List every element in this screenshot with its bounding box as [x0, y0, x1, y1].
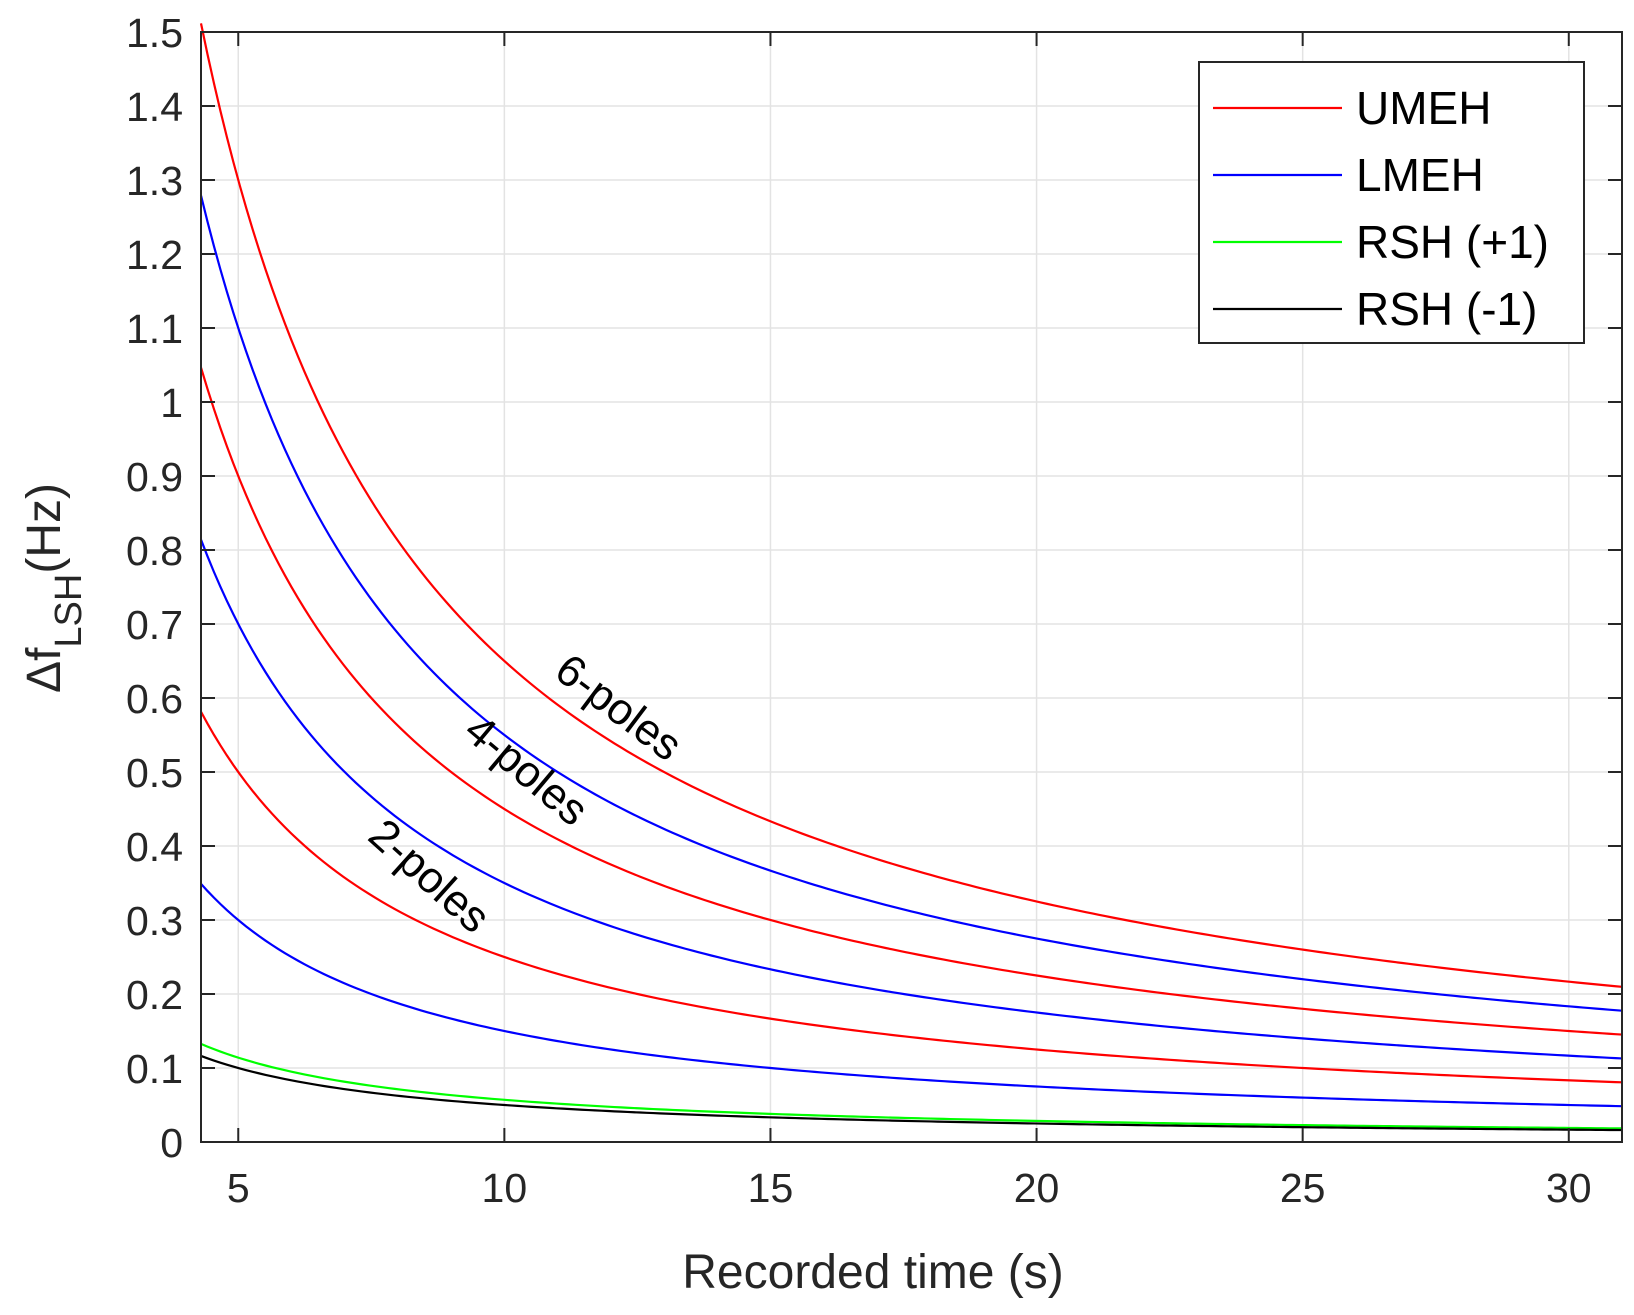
y-tick-label-6: 0.6 — [126, 676, 183, 722]
y-tick-label-4: 0.4 — [126, 824, 183, 870]
legend-label-2: RSH (+1) — [1356, 216, 1549, 268]
annotation-label-0: 6-poles — [546, 645, 691, 771]
series-line-umeh-4 — [200, 711, 1623, 1084]
y-tick-label-2: 0.2 — [126, 972, 183, 1018]
annotation-label-1: 4-poles — [455, 705, 597, 835]
series-line-lmeh-1 — [199, 195, 1623, 1012]
y-axis-title: ΔfLSH(Hz) — [18, 483, 90, 693]
y-tick-label-0: 0 — [160, 1120, 183, 1166]
x-tick-label-5: 30 — [1546, 1165, 1592, 1211]
y-tick-label-15: 1.5 — [126, 10, 183, 56]
series-lines — [199, 23, 1623, 1132]
y-axis-ticks: 0 0.1 0.2 0.3 0.4 0.5 0.6 0.7 0.8 0.9 1 1.1 1.2 1.3 1.… — [126, 10, 1622, 1166]
x-tick-label-3: 20 — [1014, 1165, 1060, 1211]
y-tick-label-9: 0.9 — [126, 454, 183, 500]
series-line-lmeh-3 — [199, 539, 1623, 1060]
y-tick-label-14: 1.4 — [126, 84, 183, 130]
y-tick-label-10: 1 — [160, 380, 183, 426]
y-tick-label-11: 1.1 — [126, 306, 183, 352]
x-tick-label-1: 10 — [482, 1165, 528, 1211]
series-line-lmeh-5 — [200, 883, 1623, 1108]
x-axis-ticks: 5 10 15 20 25 30 — [227, 32, 1592, 1211]
legend-label-0: UMEH — [1356, 82, 1491, 134]
y-tick-label-12: 1.2 — [126, 232, 183, 278]
y-tick-label-1: 0.1 — [126, 1046, 183, 1092]
y-tick-label-8: 0.8 — [126, 528, 183, 574]
series-line-umeh-2 — [199, 367, 1623, 1036]
y-axis-title-sub: LSH — [48, 574, 90, 648]
legend-label-1: LMEH — [1356, 149, 1484, 201]
y-tick-label-5: 0.5 — [126, 750, 183, 796]
series-line-rsh-1--6 — [200, 1042, 1623, 1130]
plot-frame — [200, 31, 1623, 1143]
x-tick-label-4: 25 — [1280, 1165, 1326, 1211]
x-tick-label-0: 5 — [227, 1165, 250, 1211]
legend-label-3: RSH (-1) — [1356, 283, 1537, 335]
y-tick-label-13: 1.3 — [126, 158, 183, 204]
legend: UMEH LMEH RSH (+1) RSH (-1) — [1198, 61, 1585, 344]
y-tick-label-3: 0.3 — [126, 898, 183, 944]
y-axis-title-main: Δf — [18, 647, 71, 693]
y-tick-label-7: 0.7 — [126, 602, 183, 648]
series-line-rsh-1--7 — [200, 1054, 1623, 1132]
x-tick-label-2: 15 — [748, 1165, 794, 1211]
annotation-label-2: 2-poles — [359, 810, 499, 943]
series-line-umeh-0 — [199, 23, 1623, 988]
x-axis-title: Recorded time (s) — [682, 1246, 1063, 1299]
y-axis-title-unit: (Hz) — [18, 483, 71, 574]
